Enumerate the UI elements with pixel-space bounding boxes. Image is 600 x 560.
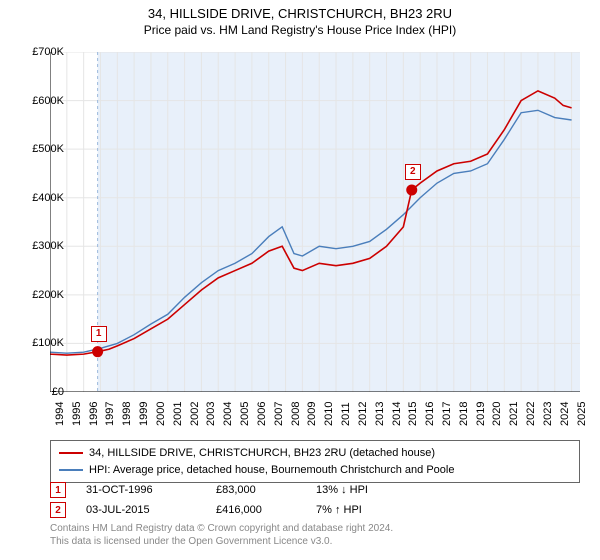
x-tick-label: 2010: [323, 402, 335, 426]
x-tick-label: 2025: [576, 402, 588, 426]
x-tick-label: 2004: [222, 402, 234, 426]
x-tick-label: 2017: [441, 402, 453, 426]
y-tick-label: £400K: [4, 192, 64, 204]
y-tick-label: £700K: [4, 46, 64, 58]
legend-label-hpi: HPI: Average price, detached house, Bour…: [89, 462, 454, 479]
x-tick-label: 2003: [205, 402, 217, 426]
x-tick-label: 2001: [172, 402, 184, 426]
page-container: 34, HILLSIDE DRIVE, CHRISTCHURCH, BH23 2…: [0, 0, 600, 560]
x-tick-label: 2011: [340, 402, 352, 426]
x-tick-label: 1994: [54, 402, 66, 426]
sale-row-1: 1 31-OCT-1996 £83,000 13% ↓ HPI: [50, 482, 426, 498]
sale-2-date: 03-JUL-2015: [86, 504, 196, 516]
x-tick-label: 2002: [189, 402, 201, 426]
footer-line-1: Contains HM Land Registry data © Crown c…: [50, 522, 393, 535]
y-tick-label: £300K: [4, 240, 64, 252]
sale-1-hpi: 13% ↓ HPI: [316, 484, 426, 496]
sale-marker-2-icon: 2: [50, 502, 66, 518]
x-tick-label: 2012: [357, 402, 369, 426]
y-tick-label: £500K: [4, 143, 64, 155]
sale-1-price: £83,000: [216, 484, 296, 496]
x-tick-label: 2000: [155, 402, 167, 426]
x-tick-label: 2007: [273, 402, 285, 426]
x-tick-label: 2008: [290, 402, 302, 426]
sale-row-2: 2 03-JUL-2015 £416,000 7% ↑ HPI: [50, 502, 426, 518]
sale-2-hpi: 7% ↑ HPI: [316, 504, 426, 516]
footer-attribution: Contains HM Land Registry data © Crown c…: [50, 522, 393, 548]
x-tick-label: 2009: [306, 402, 318, 426]
sale-2-price: £416,000: [216, 504, 296, 516]
x-tick-label: 2019: [475, 402, 487, 426]
sale-marker-1-icon: 1: [50, 482, 66, 498]
title-block: 34, HILLSIDE DRIVE, CHRISTCHURCH, BH23 2…: [0, 0, 600, 37]
legend-row-price-paid: 34, HILLSIDE DRIVE, CHRISTCHURCH, BH23 2…: [59, 445, 571, 462]
legend-row-hpi: HPI: Average price, detached house, Bour…: [59, 462, 571, 479]
x-tick-label: 2021: [508, 402, 520, 426]
legend-swatch-price-paid: [59, 452, 83, 454]
legend-label-price-paid: 34, HILLSIDE DRIVE, CHRISTCHURCH, BH23 2…: [89, 445, 435, 462]
x-tick-label: 2005: [239, 402, 251, 426]
sales-markers: 1 31-OCT-1996 £83,000 13% ↓ HPI 2 03-JUL…: [50, 482, 426, 522]
x-tick-label: 2023: [542, 402, 554, 426]
x-tick-label: 2016: [424, 402, 436, 426]
chart-title: 34, HILLSIDE DRIVE, CHRISTCHURCH, BH23 2…: [0, 6, 600, 21]
x-tick-label: 2024: [559, 402, 571, 426]
chart-subtitle: Price paid vs. HM Land Registry's House …: [0, 23, 600, 37]
x-tick-label: 2020: [491, 402, 503, 426]
x-tick-label: 2014: [391, 402, 403, 426]
plot-marker-2: 2: [405, 164, 421, 180]
sale-1-date: 31-OCT-1996: [86, 484, 196, 496]
x-tick-label: 2006: [256, 402, 268, 426]
x-tick-label: 2015: [407, 402, 419, 426]
legend-swatch-hpi: [59, 469, 83, 471]
x-tick-label: 1997: [104, 402, 116, 426]
legend: 34, HILLSIDE DRIVE, CHRISTCHURCH, BH23 2…: [50, 440, 580, 483]
y-tick-label: £600K: [4, 95, 64, 107]
x-tick-label: 2013: [374, 402, 386, 426]
y-tick-label: £200K: [4, 289, 64, 301]
footer-line-2: This data is licensed under the Open Gov…: [50, 535, 393, 548]
x-tick-label: 2018: [458, 402, 470, 426]
x-tick-label: 1999: [138, 402, 150, 426]
plot-marker-1: 1: [91, 326, 107, 342]
x-tick-label: 2022: [525, 402, 537, 426]
y-tick-label: £0: [4, 386, 64, 398]
x-tick-label: 1998: [121, 402, 133, 426]
y-tick-label: £100K: [4, 337, 64, 349]
price-chart: [50, 52, 580, 392]
x-tick-label: 1995: [71, 402, 83, 426]
x-tick-label: 1996: [88, 402, 100, 426]
